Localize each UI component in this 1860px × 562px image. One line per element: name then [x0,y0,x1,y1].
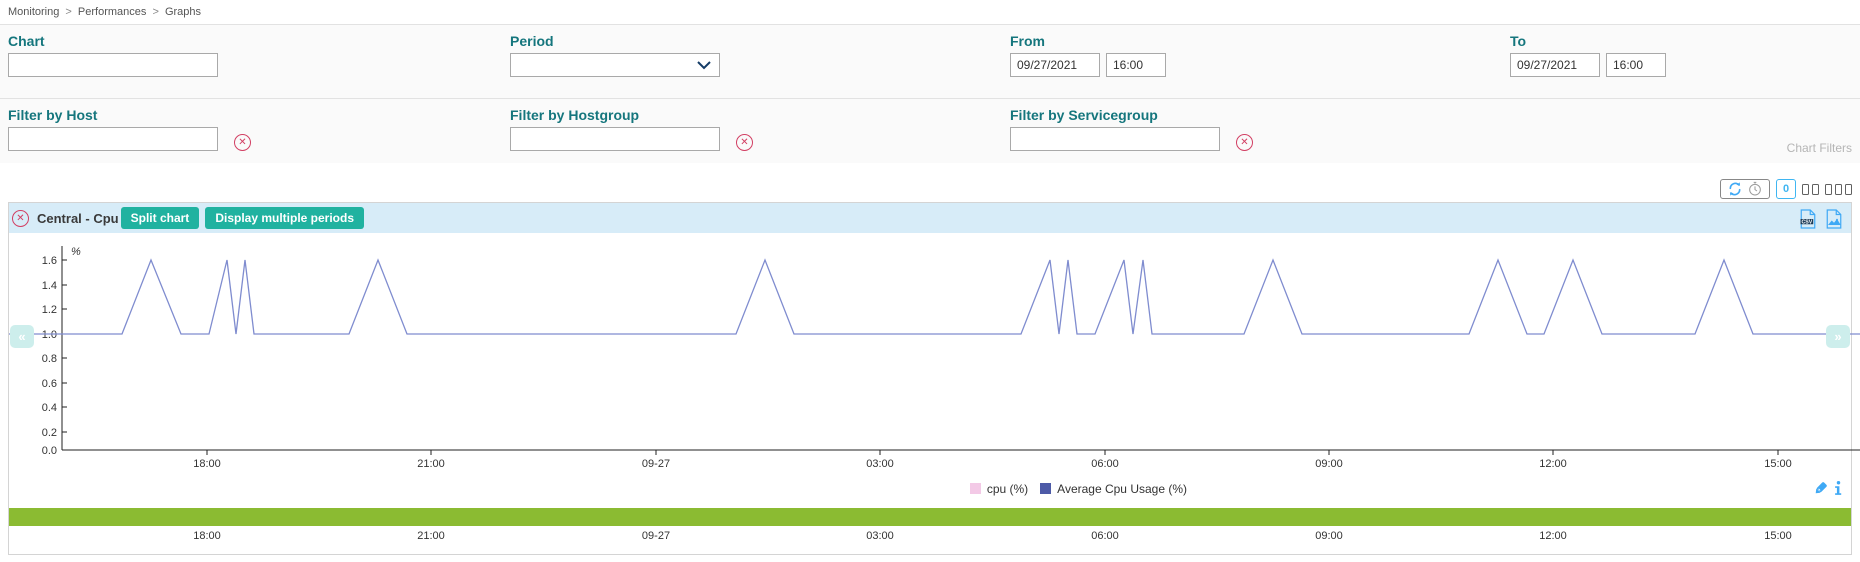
svg-text:0.2: 0.2 [42,427,57,439]
svg-text:CSV: CSV [1801,220,1812,226]
svg-text:06:00: 06:00 [1091,530,1119,542]
svg-text:09-27: 09-27 [642,458,670,470]
svg-text:06:00: 06:00 [1091,458,1119,470]
svg-text:0.0: 0.0 [42,445,57,457]
svg-text:0.8: 0.8 [42,353,57,365]
svg-text:03:00: 03:00 [866,458,894,470]
svg-text:%: % [71,246,81,258]
svg-text:12:00: 12:00 [1539,458,1567,470]
svg-text:12:00: 12:00 [1539,530,1567,542]
svg-text:1.0: 1.0 [42,329,57,341]
svg-text:09-27: 09-27 [642,530,670,542]
svg-text:0.4: 0.4 [42,402,57,414]
svg-text:1.2: 1.2 [42,304,57,316]
svg-text:09:00: 09:00 [1315,458,1343,470]
svg-text:09:00: 09:00 [1315,530,1343,542]
svg-text:03:00: 03:00 [866,530,894,542]
svg-text:18:00: 18:00 [193,530,221,542]
svg-text:15:00: 15:00 [1764,530,1792,542]
svg-text:15:00: 15:00 [1764,458,1792,470]
svg-text:1.6: 1.6 [42,255,57,267]
svg-text:18:00: 18:00 [193,458,221,470]
svg-text:21:00: 21:00 [417,530,445,542]
svg-text:21:00: 21:00 [417,458,445,470]
svg-text:0.6: 0.6 [42,378,57,390]
svg-text:1.4: 1.4 [42,280,57,292]
